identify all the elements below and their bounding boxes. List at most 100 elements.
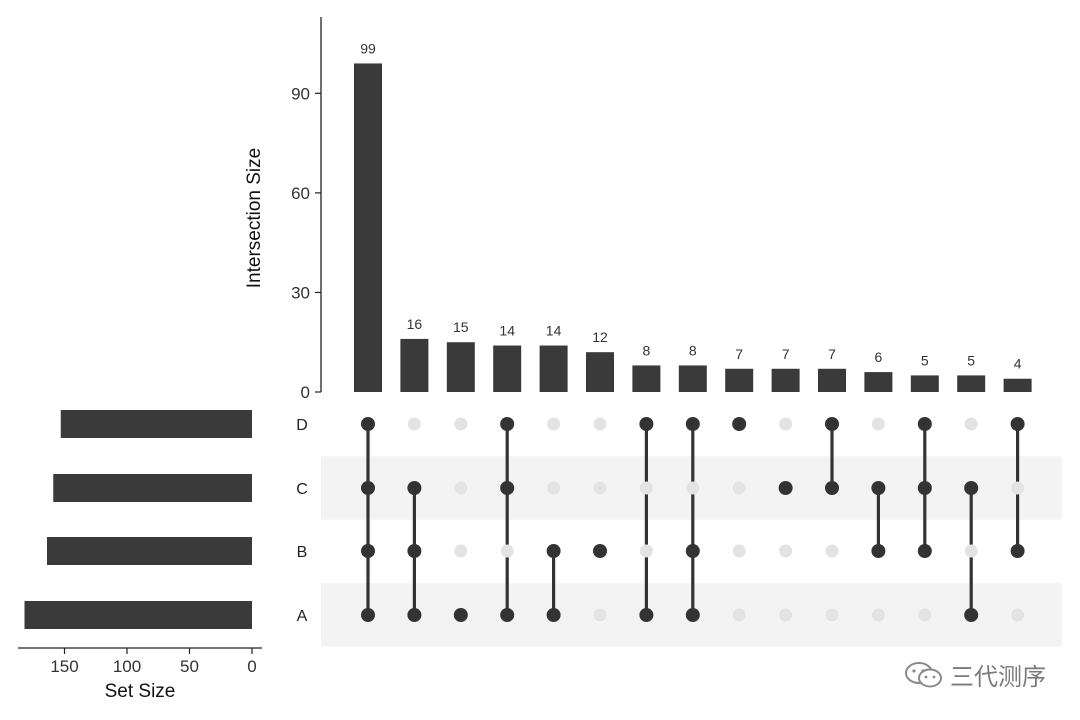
matrix-dot-inactive — [732, 481, 746, 495]
matrix-dot-active — [407, 544, 422, 558]
matrix-dot-active — [685, 608, 700, 622]
intersection-bar — [678, 365, 707, 392]
matrix-dot-active — [593, 544, 607, 558]
intersection-bar — [771, 368, 800, 392]
set-size-bar-B — [47, 537, 252, 565]
intersection-axis-tick-label: 90 — [291, 84, 310, 103]
matrix-dot-inactive — [593, 481, 607, 495]
intersection-bar-label: 7 — [735, 346, 743, 362]
matrix-dot-inactive — [779, 417, 793, 431]
intersection-matrix — [361, 417, 1025, 622]
intersection-bars: 99 16 15 14 14 12 8 8 7 7 7 6 5 5 4 — [354, 40, 1032, 393]
matrix-dot-active — [1010, 544, 1025, 558]
intersection-bar — [446, 342, 475, 392]
matrix-dot-inactive — [407, 417, 421, 431]
set-label-C: C — [296, 481, 308, 498]
set-size-axis: 150 100 50 0 Set Size — [18, 647, 262, 702]
matrix-dot-active — [453, 608, 468, 622]
intersection-bar-label: 8 — [689, 342, 697, 358]
matrix-dot-inactive — [732, 544, 746, 558]
intersection-bar — [910, 375, 939, 392]
matrix-dot-inactive — [1011, 608, 1025, 622]
matrix-dot-active — [685, 544, 700, 558]
intersection-bar-label: 5 — [921, 352, 929, 368]
matrix-dot-inactive — [825, 544, 839, 558]
set-labels: D C B A — [296, 417, 308, 625]
matrix-dot-inactive — [500, 544, 514, 558]
matrix-dot-inactive — [732, 608, 746, 622]
matrix-dot-inactive — [547, 417, 561, 431]
intersection-bar — [725, 368, 754, 392]
intersection-bar-label: 15 — [453, 319, 469, 335]
matrix-dot-active — [825, 481, 839, 495]
matrix-dot-inactive — [871, 417, 885, 431]
matrix-dot-inactive — [825, 608, 839, 622]
matrix-dot-inactive — [639, 544, 653, 558]
intersection-bar — [864, 372, 893, 392]
matrix-dot-active — [1010, 417, 1025, 431]
intersection-bar — [632, 365, 661, 392]
intersection-bar — [539, 345, 568, 392]
matrix-dot-active — [871, 544, 886, 558]
matrix-dot-inactive — [686, 481, 700, 495]
matrix-dot-inactive — [454, 481, 468, 495]
watermark-text: 三代测序 — [950, 663, 1046, 691]
intersection-bar-label: 7 — [828, 346, 836, 362]
matrix-dot-inactive — [918, 608, 932, 622]
intersection-bar-label: 14 — [499, 323, 515, 339]
intersection-bar — [400, 338, 429, 392]
matrix-dot-active — [546, 608, 561, 622]
matrix-dot-inactive — [964, 417, 978, 431]
matrix-dot-active — [361, 544, 375, 558]
matrix-dot-inactive — [454, 544, 468, 558]
intersection-bar-label: 7 — [782, 346, 790, 362]
matrix-dot-active — [685, 417, 700, 431]
matrix-dot-active — [917, 481, 932, 495]
intersection-bar — [493, 345, 522, 392]
matrix-dot-inactive — [779, 544, 793, 558]
intersection-axis-title: Intersection Size — [244, 148, 265, 288]
intersection-bar-label: 12 — [592, 329, 608, 345]
set-size-axis-tick-label: 50 — [180, 657, 199, 676]
matrix-dot-active — [500, 417, 515, 431]
matrix-dot-inactive — [593, 417, 607, 431]
set-size-bars — [24, 410, 252, 629]
set-size-axis-tick-label: 150 — [50, 657, 78, 676]
matrix-dot-active — [500, 481, 515, 495]
matrix-dot-inactive — [593, 608, 607, 622]
intersection-bar-label: 8 — [643, 342, 651, 358]
matrix-dot-inactive — [871, 608, 885, 622]
intersection-axis-tick-label: 60 — [291, 184, 310, 203]
intersection-bar-label: 14 — [546, 323, 562, 339]
set-size-axis-title: Set Size — [105, 681, 176, 702]
intersection-bar-label: 5 — [967, 352, 975, 368]
intersection-size-axis: 90 60 30 0 Intersection Size — [244, 17, 322, 402]
matrix-dot-inactive — [547, 481, 561, 495]
matrix-dot-active — [732, 417, 747, 431]
intersection-bar — [586, 352, 614, 392]
matrix-dot-active — [778, 481, 793, 495]
set-label-B: B — [297, 544, 308, 561]
matrix-dot-active — [407, 608, 422, 622]
matrix-dot-inactive — [1011, 481, 1025, 495]
set-size-axis-tick-label: 100 — [113, 657, 141, 676]
matrix-dot-active — [361, 608, 375, 622]
intersection-bar-label: 16 — [407, 316, 423, 332]
intersection-bar-label: 99 — [360, 40, 376, 56]
matrix-dot-active — [964, 608, 979, 622]
set-label-D: D — [296, 417, 308, 434]
wechat-icon — [905, 661, 942, 687]
matrix-dot-active — [639, 608, 654, 622]
set-label-A: A — [297, 608, 308, 625]
intersection-bar-label: 6 — [875, 349, 883, 365]
matrix-dot-active — [917, 544, 932, 558]
matrix-dot-inactive — [454, 417, 468, 431]
watermark: 三代测序 — [904, 657, 1046, 692]
matrix-dot-active — [825, 417, 839, 431]
intersection-bar — [957, 375, 986, 392]
intersection-bar — [1003, 378, 1032, 392]
intersection-bar — [354, 63, 382, 393]
set-size-bar-C — [53, 474, 252, 502]
matrix-dot-active — [871, 481, 886, 495]
